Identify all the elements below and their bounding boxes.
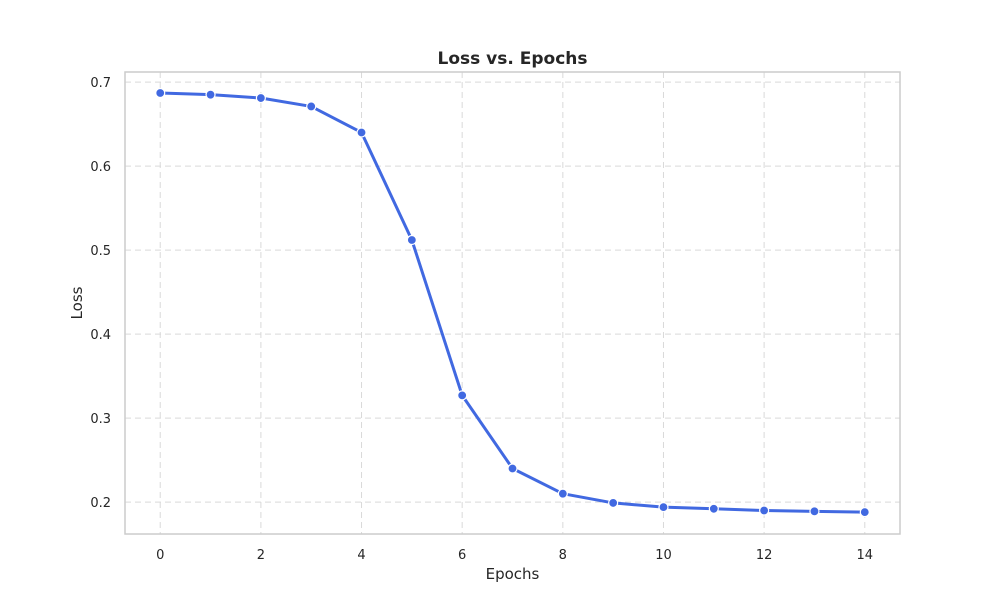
y-tick-label: 0.4 xyxy=(90,328,111,343)
data-point xyxy=(859,507,870,518)
plot-frame xyxy=(124,71,901,535)
y-tick-label: 0.7 xyxy=(90,76,111,91)
data-point xyxy=(155,87,166,99)
x-axis-label: Epochs xyxy=(486,565,540,583)
data-point xyxy=(507,463,518,474)
data-point xyxy=(759,505,770,516)
x-tick-label: 0 xyxy=(156,548,164,563)
data-point xyxy=(708,503,719,514)
data-point xyxy=(205,89,216,100)
axis-ticks: 0 2 4 6 8 10 12 14 0.2 0.3 0.4 0.5 0.6 0.7 xyxy=(90,76,873,563)
chart-title: Loss vs. Epochs xyxy=(437,49,587,69)
data-point xyxy=(406,234,417,246)
data-point xyxy=(658,502,669,513)
data-point xyxy=(356,127,367,138)
y-tick-label: 0.6 xyxy=(90,160,111,175)
x-tick-label: 14 xyxy=(856,548,873,563)
data-point xyxy=(306,101,317,112)
series-group xyxy=(155,87,870,518)
y-tick-label: 0.2 xyxy=(90,496,111,511)
grid xyxy=(125,72,900,534)
x-tick-label: 2 xyxy=(257,548,265,563)
x-tick-label: 8 xyxy=(559,548,567,563)
y-axis-label: Loss xyxy=(68,286,86,319)
x-tick-label: 6 xyxy=(458,548,466,563)
y-tick-label: 0.5 xyxy=(90,244,111,259)
data-point xyxy=(255,92,266,104)
x-tick-label: 4 xyxy=(357,548,365,563)
data-point xyxy=(809,506,820,517)
x-tick-label: 12 xyxy=(756,548,773,563)
data-point xyxy=(557,488,568,499)
data-point xyxy=(608,497,619,509)
x-tick-label: 10 xyxy=(655,548,672,563)
y-tick-label: 0.3 xyxy=(90,412,111,427)
series-line xyxy=(158,91,867,514)
data-point xyxy=(457,390,468,401)
